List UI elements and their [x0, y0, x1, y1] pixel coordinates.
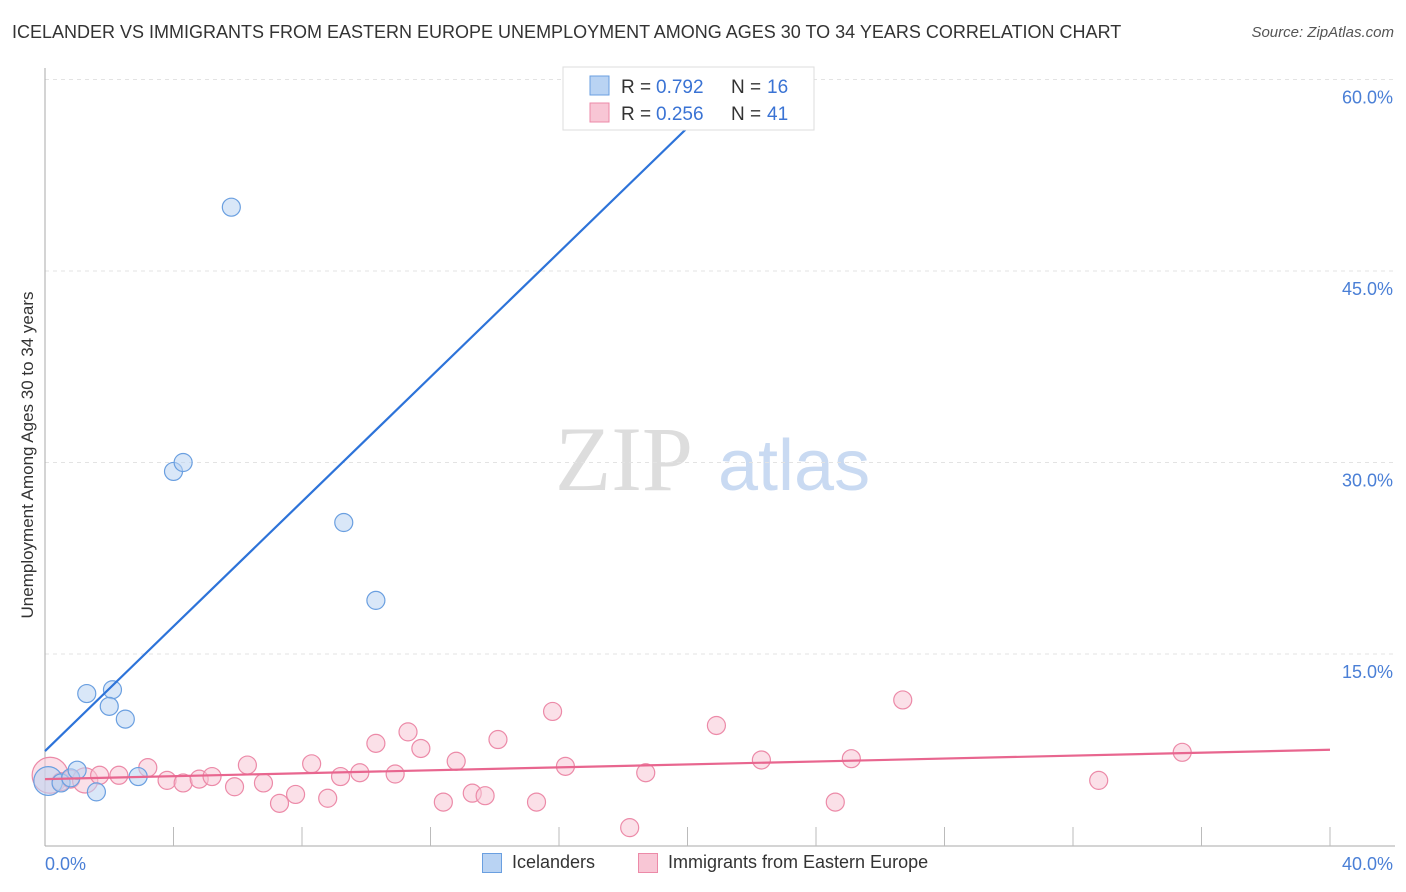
legend-item-icelanders[interactable]: Icelanders [482, 852, 595, 873]
data-point [67, 760, 87, 780]
legend-r-value: 0.256 [656, 104, 704, 125]
data-point [269, 793, 290, 813]
data-point [706, 715, 727, 736]
data-point [102, 680, 123, 700]
data-point [366, 590, 386, 610]
data-point [318, 788, 338, 808]
legend-label: Immigrants from Eastern Europe [668, 852, 929, 872]
data-point [526, 792, 547, 812]
watermark: ZIP [555, 408, 693, 510]
data-point [893, 690, 913, 710]
data-point [221, 197, 241, 217]
data-point [398, 722, 418, 742]
legend-r-label: R = [621, 77, 651, 98]
data-point [542, 701, 563, 722]
data-point [77, 683, 97, 704]
legend-label: Icelanders [512, 852, 596, 872]
x-tick-label: 0.0% [45, 854, 86, 874]
data-point [224, 777, 245, 797]
data-point [636, 763, 656, 783]
data-point [841, 749, 861, 769]
legend-swatch [589, 75, 610, 96]
data-point [1089, 770, 1109, 790]
y-tick-label: 30.0% [1342, 471, 1393, 491]
data-point [488, 729, 508, 750]
legend-swatch [638, 852, 658, 873]
data-point [173, 452, 193, 473]
y-tick-label: 45.0% [1342, 279, 1393, 299]
chart-title: ICELANDER VS IMMIGRANTS FROM EASTERN EUR… [12, 22, 1122, 42]
data-point [366, 733, 386, 753]
data-point [90, 765, 110, 785]
y-tick-label: 60.0% [1342, 88, 1393, 108]
data-point [253, 773, 274, 793]
data-point [86, 782, 107, 802]
legend-n-label: N = [731, 104, 761, 125]
legend-n-value: 16 [767, 77, 788, 98]
source-label: Source: ZipAtlas.com [1251, 24, 1394, 41]
x-tick-label: 40.0% [1342, 854, 1393, 874]
watermark: atlas [718, 426, 870, 506]
legend-swatch [482, 852, 502, 873]
data-point [825, 792, 845, 812]
legend-n-label: N = [731, 77, 761, 98]
data-point [330, 766, 351, 787]
data-point [157, 770, 177, 790]
y-tick-label: 15.0% [1342, 662, 1393, 682]
legend-swatch [589, 102, 610, 123]
data-point [237, 755, 257, 775]
legend-item-eastern-europe[interactable]: Immigrants from Eastern Europe [638, 852, 928, 873]
data-point [202, 766, 222, 787]
data-point [620, 818, 640, 838]
data-point [302, 754, 322, 774]
trend-line [44, 748, 1331, 781]
data-point [751, 750, 771, 770]
data-point [285, 784, 306, 805]
data-point [411, 738, 431, 759]
legend-n-value: 41 [767, 104, 788, 125]
data-point [446, 751, 466, 771]
data-point [385, 764, 405, 784]
legend-r-value: 0.792 [656, 77, 704, 98]
data-point [433, 792, 453, 812]
legend-r-label: R = [621, 104, 651, 125]
data-point [115, 709, 135, 729]
trend-line [44, 86, 731, 752]
data-point [109, 765, 129, 785]
data-point [475, 786, 495, 806]
data-point [99, 696, 119, 716]
data-point [334, 512, 354, 533]
